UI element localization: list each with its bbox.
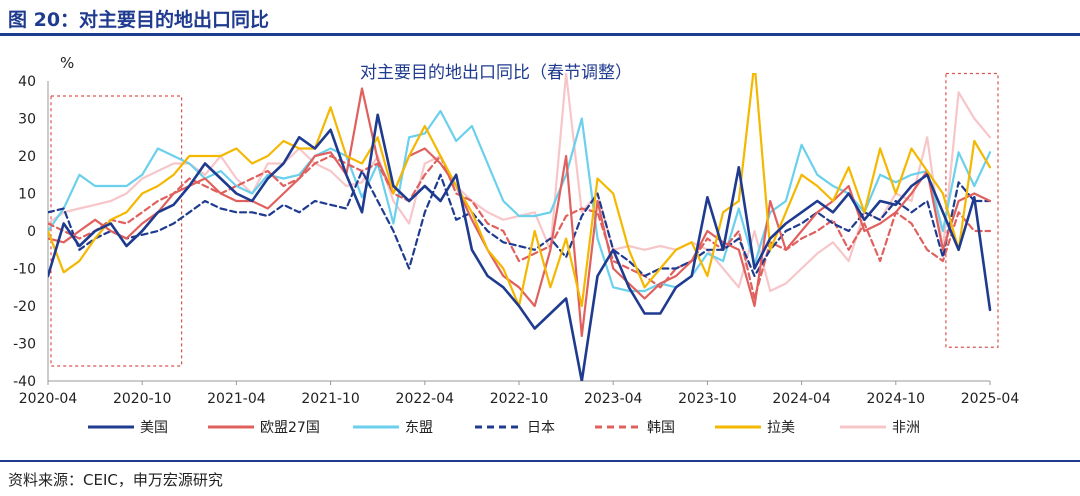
y-tick-label: 10	[18, 187, 36, 203]
legend-label: 东盟	[405, 420, 433, 436]
figure-header: 图 20：对主要目的地出口同比	[0, 0, 1080, 36]
y-tick-label: -40	[13, 374, 36, 390]
x-tick-labels: 2020-04 2020-10 2021-04 2021-10 2022-04 2022-…	[19, 381, 1020, 407]
y-tick-label: -30	[13, 337, 36, 353]
y-tick-label: 30	[18, 112, 36, 128]
x-tick-label: 2024-10	[867, 391, 926, 407]
series-line-2	[48, 109, 992, 293]
x-tick-label: 2023-10	[678, 391, 737, 407]
series-line-3	[48, 169, 992, 278]
legend-label: 拉美	[767, 420, 795, 436]
y-tick-label: -10	[13, 262, 36, 278]
legend-label: 美国	[140, 420, 168, 436]
legend-label: 非洲	[892, 420, 920, 436]
series-line-0	[48, 113, 992, 381]
x-tick-label: 2022-10	[490, 391, 549, 407]
series-lines	[48, 73, 992, 381]
x-tick-label: 2023-04	[584, 391, 643, 407]
legend: 美国 欧盟27国 东盟 日本 韩国 拉美 非洲	[88, 420, 920, 436]
legend-label: 日本	[527, 420, 555, 436]
highlight-box	[945, 72, 999, 348]
figure-title: 图 20：对主要目的地出口同比	[8, 9, 270, 31]
y-tick-label: 40	[18, 74, 36, 90]
source-note: 资料来源：CEIC，申万宏源研究	[8, 471, 223, 489]
x-tick-label: 2024-04	[772, 391, 831, 407]
y-tick-labels: -40 -30 -20 -10 0 10 20 30 40	[13, 74, 36, 390]
y-tick-label: -20	[13, 299, 36, 315]
legend-label: 欧盟27国	[260, 420, 320, 436]
legend-label: 韩国	[647, 420, 675, 436]
header-rule	[0, 33, 1080, 36]
highlight-boxes	[50, 72, 999, 367]
x-tick-label: 2025-04	[961, 391, 1020, 407]
y-tick-label: 20	[18, 149, 36, 165]
chart-title: 对主要目的地出口同比（春节调整）	[360, 63, 632, 83]
x-tick-label: 2021-04	[207, 391, 266, 407]
footer-rule	[0, 460, 1080, 462]
x-tick-label: 2020-10	[113, 391, 172, 407]
y-axis-label: %	[60, 54, 74, 72]
x-tick-label: 2020-04	[19, 391, 78, 407]
x-tick-label: 2022-04	[396, 391, 455, 407]
series-line-6	[48, 73, 992, 293]
y-tick-label: 0	[27, 224, 36, 240]
line-chart: -40 -30 -20 -10 0 10 20 30 40 2020-04 2020-10 2021…	[13, 54, 1020, 436]
x-tick-label: 2021-10	[301, 391, 360, 407]
highlight-box	[50, 95, 183, 367]
series-line-4	[48, 154, 992, 300]
